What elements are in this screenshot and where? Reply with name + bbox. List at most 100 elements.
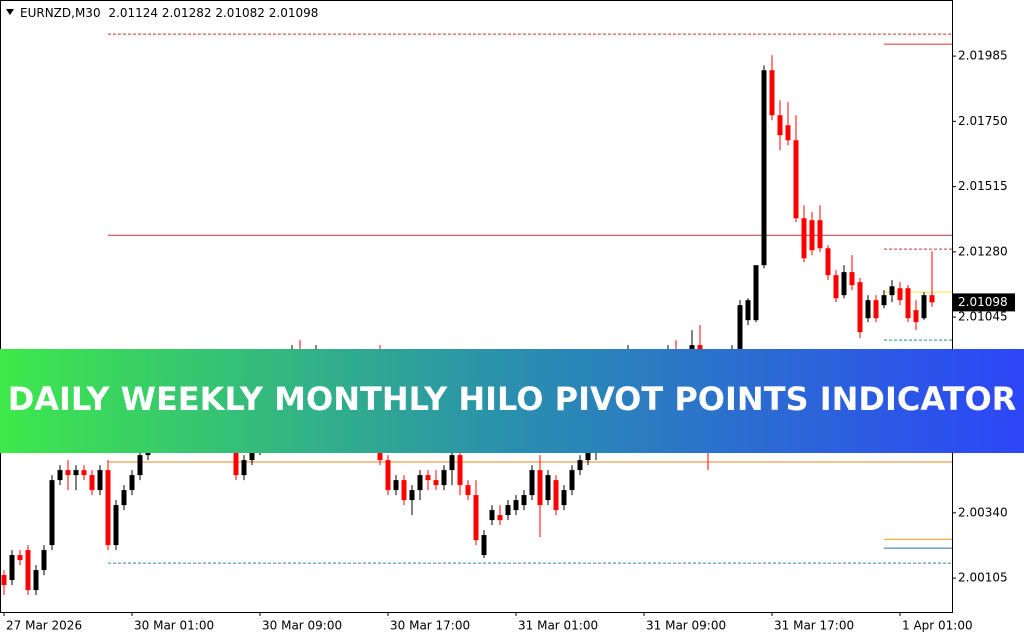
candle-body	[489, 510, 495, 521]
candle-body	[809, 220, 815, 251]
candle-body	[449, 455, 455, 471]
candle-body	[569, 470, 575, 491]
candle-body	[97, 470, 103, 491]
candle-body	[57, 470, 63, 481]
candle-body	[849, 272, 855, 286]
candle-body	[833, 275, 839, 299]
x-tick-label: 31 Mar 01:00	[518, 619, 598, 633]
candle-body	[881, 295, 887, 306]
candle-body	[473, 495, 479, 541]
candle-body	[801, 218, 807, 259]
plot-frame	[0, 0, 953, 613]
candle-body	[17, 555, 23, 561]
candle-body	[1, 575, 7, 586]
candle-body	[865, 300, 871, 319]
candle-body	[577, 460, 583, 471]
candle-body	[857, 282, 863, 333]
candle-body	[73, 470, 79, 476]
candle-body	[385, 460, 391, 491]
candle-body	[33, 570, 39, 591]
banner	[0, 349, 1024, 453]
candle-body	[561, 490, 567, 506]
y-tick-label: 2.00105	[958, 571, 1008, 585]
x-tick-label: 30 Mar 09:00	[262, 619, 342, 633]
symbol: EURNZD,M30	[20, 6, 101, 20]
candle-body	[545, 475, 551, 501]
candle-body	[745, 300, 751, 321]
candle-body	[785, 125, 791, 141]
candle-body	[113, 505, 119, 546]
close-value: 2.01098	[269, 6, 319, 20]
candle-body	[41, 550, 47, 571]
candle-body	[481, 535, 487, 556]
candle-body	[929, 295, 935, 303]
candle-body	[441, 470, 447, 486]
candle-body	[913, 310, 919, 323]
candle-body	[81, 470, 87, 476]
candle-body	[529, 470, 535, 496]
candle-body	[417, 475, 423, 491]
candle-body	[457, 455, 463, 486]
y-tick-label: 2.01985	[958, 49, 1008, 63]
x-tick-label: 1 Apr 01:00	[902, 619, 973, 633]
y-tick-label: 2.01515	[958, 179, 1008, 193]
overlay: 2.01985 2.01750 2.01515 2.01280 2.01045 2.003…	[3, 49, 1015, 633]
price-label-box	[953, 293, 1015, 312]
candle-body	[497, 515, 503, 521]
open-value: 2.01124	[108, 6, 158, 20]
y-tick-label: 2.01045	[958, 310, 1008, 324]
candle-body	[585, 450, 591, 461]
candle-body	[897, 288, 903, 301]
candle-body	[825, 248, 831, 276]
low-value: 2.01082	[215, 6, 265, 20]
candle-body	[233, 440, 239, 476]
candle-body	[841, 272, 847, 296]
y-tick-label: 2.00340	[958, 505, 1008, 519]
candle-body	[49, 480, 55, 546]
candle-body	[537, 470, 543, 506]
price-label: 2.01098	[958, 295, 1008, 309]
candle-body	[9, 555, 15, 581]
candle-body	[905, 288, 911, 319]
y-tick-label: 2.01280	[958, 244, 1008, 258]
candle-body	[25, 550, 31, 591]
candle-body	[129, 475, 135, 491]
x-tick-label: 31 Mar 17:00	[774, 619, 854, 633]
candle-body	[873, 300, 879, 319]
candle-body	[513, 500, 519, 511]
candle-body	[425, 475, 431, 481]
high-value: 2.01282	[162, 6, 212, 20]
y-tick-label: 2.01750	[958, 114, 1008, 128]
candle-body	[737, 305, 743, 351]
candle-body	[777, 115, 783, 136]
x-tick-label: 27 Mar 2026	[6, 619, 82, 633]
candle-body	[105, 470, 111, 546]
candle-body	[921, 295, 927, 319]
candle-body	[761, 70, 767, 266]
banner-text: DAILY WEEKLY MONTHLY HILO PIVOT POINTS I…	[8, 380, 1017, 418]
dropdown-icon[interactable]	[6, 9, 14, 15]
candle-body	[409, 490, 415, 501]
candle-body	[401, 480, 407, 501]
candle-body	[89, 475, 95, 491]
candle-body	[505, 505, 511, 516]
x-tick-label: 30 Mar 01:00	[134, 619, 214, 633]
candle-body	[817, 220, 823, 249]
candle-body	[65, 470, 71, 476]
x-tick-label: 30 Mar 17:00	[390, 619, 470, 633]
candle-body	[793, 140, 799, 219]
candle-body	[465, 485, 471, 496]
candle-body	[241, 460, 247, 476]
candle-body	[137, 455, 143, 476]
chart-header: EURNZD,M30 2.01124 2.01282 2.01082 2.010…	[20, 6, 318, 20]
candle-body	[433, 480, 439, 486]
candle-body	[121, 490, 127, 506]
candle-body	[769, 70, 775, 116]
candle-body	[753, 265, 759, 321]
candle-body	[393, 480, 399, 491]
x-tick-label: 31 Mar 09:00	[646, 619, 726, 633]
candle-body	[889, 286, 895, 296]
candle-body	[553, 480, 559, 511]
